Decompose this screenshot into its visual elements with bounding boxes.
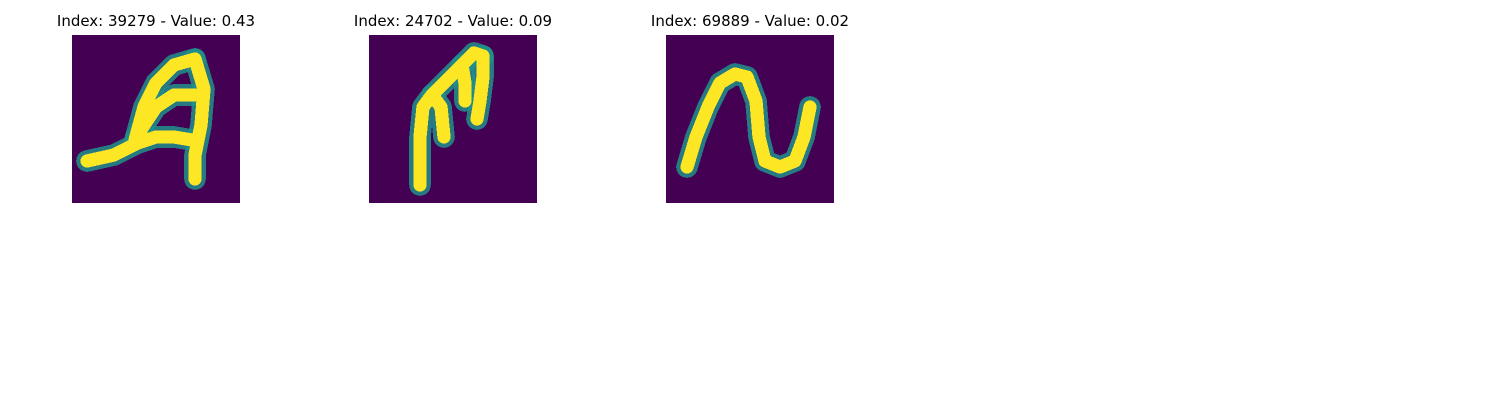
sample-image-2 — [369, 35, 537, 203]
glyph-stroke — [455, 58, 472, 108]
glyph-stroke — [413, 88, 451, 192]
sample-image-3 — [666, 35, 834, 203]
glyph-stroke — [188, 52, 211, 186]
sample-image-1 — [72, 35, 240, 203]
sample-panel-2: Index: 24702 - Value: 0.09 — [323, 10, 583, 210]
sample-title-1: Index: 39279 - Value: 0.43 — [56, 12, 256, 30]
glyph-stroke — [680, 67, 817, 174]
glyph-stroke — [128, 88, 202, 147]
glyph-stroke — [80, 130, 199, 168]
sample-title-3: Index: 69889 - Value: 0.02 — [650, 12, 850, 30]
sample-title-2: Index: 24702 - Value: 0.09 — [353, 12, 553, 30]
sample-panel-3: Index: 69889 - Value: 0.02 — [620, 10, 880, 210]
sample-panel-1: Index: 39279 - Value: 0.43 — [26, 10, 286, 210]
glyph-stroke — [470, 49, 490, 126]
